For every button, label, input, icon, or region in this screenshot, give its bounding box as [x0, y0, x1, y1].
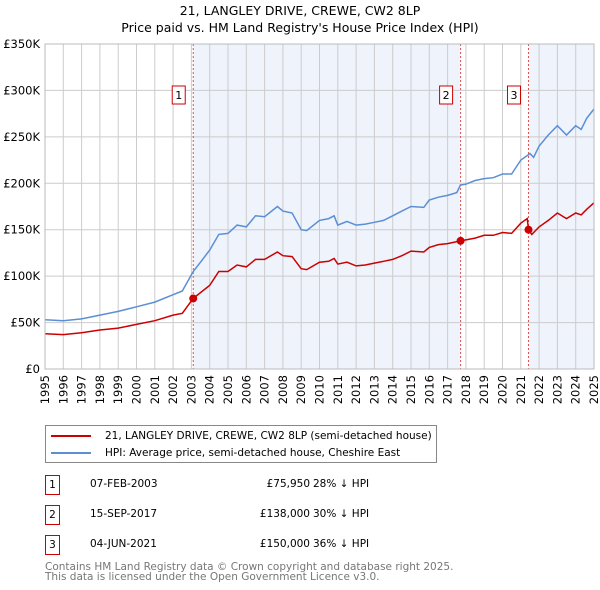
- x-tick-label: 2014: [386, 375, 400, 404]
- sale-label: 1: [175, 89, 182, 102]
- legend-swatch-blue: [51, 452, 91, 454]
- sale-number: 1: [45, 475, 60, 495]
- legend-swatch-red: [51, 435, 91, 437]
- sale-point: [456, 236, 465, 245]
- legend: 21, LANGLEY DRIVE, CREWE, CW2 8LP (semi-…: [45, 425, 437, 463]
- sale-hpi-diff: 36% ↓ HPI: [313, 538, 370, 550]
- y-tick-label: £250K: [3, 130, 40, 144]
- x-tick-label: 2006: [239, 375, 253, 404]
- sale-label-box: [506, 85, 521, 105]
- legend-label: HPI: Average price, semi-detached house,…: [105, 447, 401, 459]
- sale-row: 2 15-SEP-2017 £138,000 30% ↓ HPI: [45, 505, 445, 525]
- x-tick-label: 2018: [459, 375, 473, 404]
- plot-border: [44, 43, 595, 370]
- chart-subtitle: Price paid vs. HM Land Registry's House …: [121, 20, 479, 35]
- sale-label-box: [439, 85, 454, 105]
- x-tick-label: 2023: [550, 375, 564, 404]
- x-tick-label: 2013: [367, 375, 381, 404]
- sale-hpi-diff: 28% ↓ HPI: [313, 478, 370, 490]
- sale-date: 15-SEP-2017: [90, 508, 158, 520]
- x-tick-label: 2002: [166, 375, 180, 404]
- x-tick-label: 2008: [276, 375, 290, 404]
- x-tick-label: 1997: [75, 375, 89, 404]
- sale-hpi-diff: 30% ↓ HPI: [313, 508, 370, 520]
- sale-price: £138,000: [259, 508, 310, 520]
- sale-label: 3: [510, 89, 517, 102]
- sale-point: [189, 294, 198, 303]
- x-tick-label: 2010: [313, 375, 327, 404]
- x-tick-label: 2024: [569, 375, 583, 404]
- x-tick-label: 2015: [404, 375, 418, 404]
- price-chart: 1995 1996 1997 1998 1999 2000 2001 2002 2003 2004…: [3, 37, 600, 404]
- x-tick-label: 2001: [148, 375, 162, 404]
- y-tick-label: £50K: [11, 316, 41, 330]
- sale-price: £150,000: [259, 538, 310, 550]
- x-tick-label: 2011: [331, 375, 345, 404]
- x-tick-label: 2012: [349, 375, 363, 404]
- footer-licence: This data is licensed under the Open Gov…: [45, 571, 380, 583]
- x-tick-label: 2016: [422, 375, 436, 404]
- x-tick-label: 2009: [294, 375, 308, 404]
- x-tick-label: 2004: [203, 375, 217, 404]
- y-tick-label: £100K: [3, 269, 40, 283]
- sale-number: 2: [45, 505, 60, 525]
- sale-date: 07-FEB-2003: [90, 478, 158, 490]
- x-tick-label: 1998: [93, 375, 107, 404]
- x-tick-label: 2005: [221, 375, 235, 404]
- x-tick-label: 1995: [38, 375, 52, 404]
- x-tick-label: 2020: [496, 375, 510, 404]
- sale-label-box: [171, 85, 186, 105]
- sale-price: £75,950: [266, 478, 310, 490]
- x-tick-label: 2007: [258, 375, 272, 404]
- footer-copyright: Contains HM Land Registry data © Crown c…: [45, 561, 454, 573]
- hpi-line: [44, 108, 595, 322]
- legend-item-property: 21, LANGLEY DRIVE, CREWE, CW2 8LP (semi-…: [46, 428, 432, 444]
- chart-title: 21, LANGLEY DRIVE, CREWE, CW2 8LP: [179, 3, 421, 18]
- x-tick-label: 1996: [56, 375, 70, 404]
- y-tick-label: £150K: [3, 223, 40, 237]
- x-tick-label: 2022: [532, 375, 546, 404]
- legend-label: 21, LANGLEY DRIVE, CREWE, CW2 8LP (semi-…: [105, 430, 432, 442]
- sale-date: 04-JUN-2021: [90, 538, 157, 550]
- sale-point: [524, 225, 533, 234]
- sale-label: 2: [443, 89, 450, 102]
- x-tick-label: 2017: [441, 375, 455, 404]
- x-tick-label: 2025: [587, 375, 600, 404]
- x-tick-label: 2021: [514, 375, 528, 404]
- shaded-period: [528, 44, 594, 369]
- x-tick-label: 2019: [477, 375, 491, 404]
- y-tick-label: £200K: [3, 176, 40, 190]
- y-tick-label: £0: [25, 362, 40, 376]
- y-tick-label: £350K: [3, 37, 40, 51]
- x-tick-label: 2003: [184, 375, 198, 404]
- x-tick-label: 1999: [111, 375, 125, 404]
- x-tick-label: 2000: [130, 375, 144, 404]
- legend-item-hpi: HPI: Average price, semi-detached house,…: [46, 445, 400, 461]
- y-tick-label: £300K: [3, 83, 40, 97]
- sale-row: 1 07-FEB-2003 £75,950 28% ↓ HPI: [45, 475, 445, 495]
- sale-number: 3: [45, 535, 60, 555]
- sale-row: 3 04-JUN-2021 £150,000 36% ↓ HPI: [45, 535, 445, 555]
